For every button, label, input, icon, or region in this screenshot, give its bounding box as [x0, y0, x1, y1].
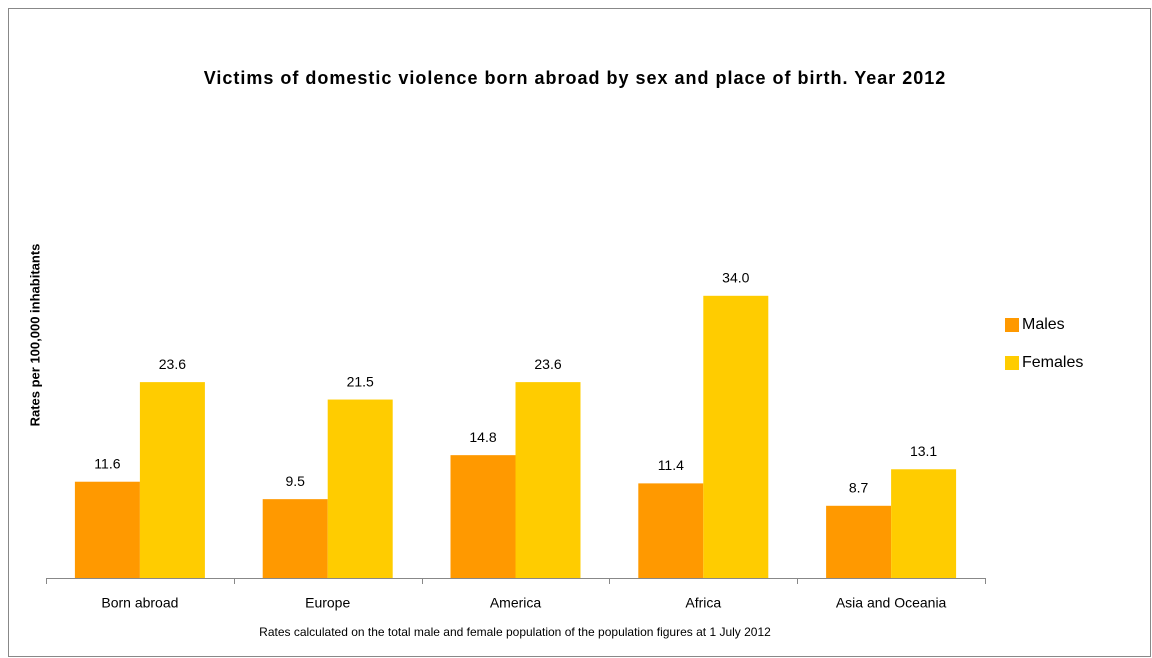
- bar: [327, 399, 393, 578]
- x-tick-label: Africa: [685, 595, 721, 611]
- bar: [515, 382, 581, 578]
- legend-swatch: [1005, 318, 1019, 332]
- legend-label: Females: [1022, 354, 1083, 371]
- data-label: 14.8: [469, 429, 496, 445]
- data-label: 11.6: [94, 455, 120, 471]
- chart-title: Victims of domestic violence born abroad…: [203, 68, 947, 88]
- data-label: 9.5: [285, 473, 305, 489]
- bar: [638, 483, 704, 578]
- x-tick-label: Asia and Oceania: [836, 595, 947, 611]
- bar: [703, 295, 769, 578]
- y-axis-label: Rates per 100,000 inhabitants: [27, 244, 42, 427]
- data-label: 13.1: [910, 443, 937, 459]
- bar: [891, 469, 957, 578]
- bar: [826, 505, 892, 578]
- bar: [450, 455, 516, 578]
- legend-label: Males: [1022, 316, 1065, 333]
- data-label: 21.5: [347, 373, 374, 389]
- x-tick-label: America: [490, 595, 542, 611]
- data-label: 11.4: [658, 457, 684, 473]
- data-label: 34.0: [722, 270, 749, 286]
- bar: [139, 382, 205, 578]
- data-label: 8.7: [849, 479, 869, 495]
- bar: [74, 481, 140, 578]
- footnote: Rates calculated on the total male and f…: [259, 625, 771, 639]
- data-label: 23.6: [534, 356, 561, 372]
- legend-swatch: [1005, 356, 1019, 370]
- bar: [262, 499, 328, 578]
- x-tick-label: Europe: [305, 595, 350, 611]
- data-label: 23.6: [159, 356, 186, 372]
- x-tick-label: Born abroad: [101, 595, 178, 611]
